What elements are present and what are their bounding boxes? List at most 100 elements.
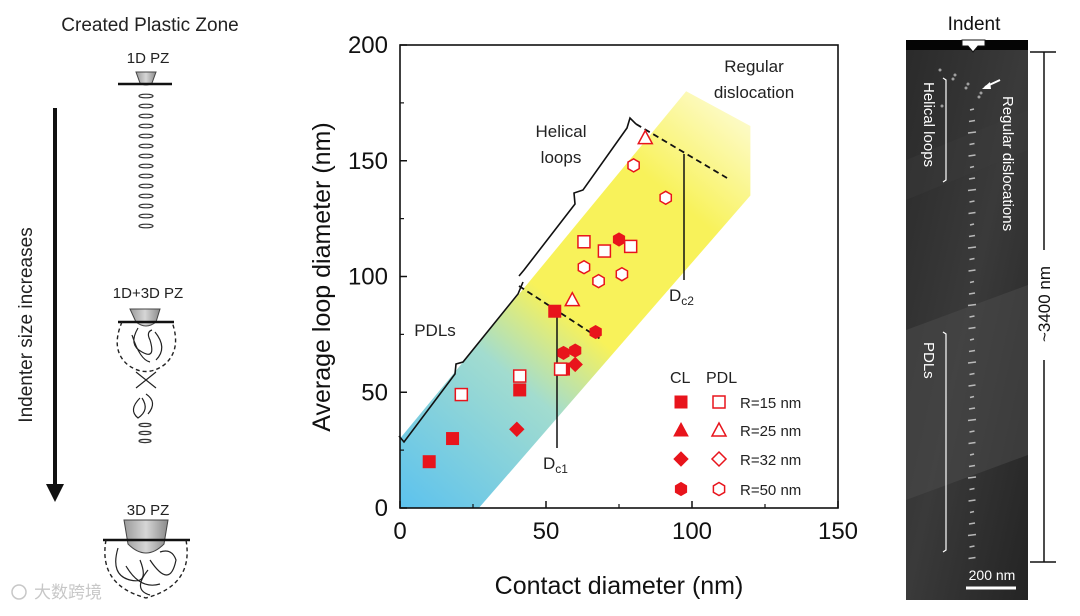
- loop-icon: [138, 173, 154, 179]
- tem-trace: [969, 395, 975, 399]
- loop-icon: [138, 223, 154, 229]
- pdl-hexagon-point: [592, 273, 605, 289]
- tem-trace: [968, 292, 976, 295]
- pdl-square-point: [597, 244, 612, 258]
- cl-square-point: [422, 455, 436, 469]
- legend-r32-label: R=32 nm: [740, 452, 801, 469]
- tem-trace: [969, 200, 975, 203]
- y-tick-label: 100: [348, 264, 388, 291]
- loop-icon: [138, 123, 154, 129]
- tem-speck: [940, 104, 944, 108]
- loop-icon: [138, 193, 154, 199]
- tem-trace: [968, 499, 976, 502]
- pdl-square-point: [577, 235, 591, 249]
- regular-dislocations-label: Regular dislocations: [999, 96, 1016, 231]
- legend-cl-hexagon-marker: [674, 481, 688, 497]
- cl-square-point: [513, 383, 527, 397]
- pdl-hexagon-point: [659, 190, 673, 206]
- indenter-3d: [103, 519, 190, 599]
- dc2-label: Dc2: [669, 286, 694, 308]
- tem-trace: [967, 418, 977, 422]
- legend-r15-label: R=15 nm: [740, 395, 801, 412]
- loop-icon: [138, 143, 154, 149]
- tem-upper-band: [906, 110, 1028, 200]
- loop-icon: [138, 183, 154, 189]
- cl-hexagon-point: [612, 232, 626, 247]
- helical-loops-label: Helical loops: [920, 82, 937, 167]
- tem-trace: [968, 556, 976, 560]
- x-tick-label: 0: [393, 518, 406, 545]
- legend-pdl-hexagon-marker: [712, 481, 726, 497]
- legend-cl-header: CL: [670, 370, 691, 387]
- legend-pdl-diamond-marker: [710, 450, 728, 468]
- tem-trace: [968, 384, 976, 387]
- tem-trace: [969, 510, 975, 514]
- tem-speck: [938, 68, 942, 72]
- tem-trace: [967, 361, 977, 364]
- x-tick-label: 100: [672, 518, 712, 545]
- watermark-logo-icon: [11, 584, 27, 600]
- legend-pdl-square-marker: [712, 395, 726, 409]
- loop-icon: [138, 103, 154, 109]
- y-tick-label: 200: [348, 32, 388, 59]
- tem-trace: [969, 545, 975, 548]
- tem-trace: [969, 165, 975, 169]
- pdl-square-point: [512, 369, 527, 383]
- legend-cl-square-marker: [674, 395, 688, 409]
- stage-1d-label: 1D PZ: [127, 50, 170, 67]
- tem-trace: [969, 223, 975, 226]
- pdl-square-point: [623, 239, 638, 254]
- tem-speck: [951, 77, 955, 81]
- tem-trace: [969, 280, 975, 284]
- y-axis-label: Average loop diameter (nm): [308, 122, 336, 431]
- loop-icon: [138, 163, 154, 169]
- tem-dislocation-traces: [938, 68, 983, 560]
- y-tick-label: 150: [348, 148, 388, 175]
- tem-trace: [968, 119, 976, 123]
- tem-trace: [968, 464, 976, 468]
- loop-icon: [138, 93, 154, 99]
- tem-speck: [979, 91, 983, 95]
- loop-icon: [138, 113, 154, 119]
- pdl-hexagon-point: [577, 259, 591, 275]
- loop-icon: [138, 213, 154, 219]
- indenter-1d3d: [116, 308, 177, 419]
- watermark-text: 大数跨境: [34, 583, 102, 602]
- plastic-zone-schematic: Created Plastic Zone 1D PZ Indenter size…: [16, 15, 239, 599]
- tem-trace: [969, 453, 975, 456]
- loop-icon: [138, 438, 152, 444]
- tem-trace: [969, 142, 975, 146]
- tem-trace: [968, 441, 976, 445]
- x-axis-label: Contact diameter (nm): [495, 572, 744, 600]
- pdl-triangle-point: [637, 129, 654, 145]
- size-increase-arrow: [46, 108, 64, 502]
- tem-speck: [966, 82, 970, 86]
- indent-label: Indent: [948, 14, 1002, 35]
- cl-square-point: [446, 432, 460, 446]
- tem-trace: [967, 246, 977, 249]
- tem-trace: [968, 407, 976, 410]
- watermark: 大数跨境: [11, 583, 102, 602]
- tem-trace: [968, 269, 976, 272]
- cl-hexagon-point: [589, 325, 602, 340]
- loop-icon: [138, 153, 154, 159]
- pdl-bracket: [942, 331, 947, 553]
- pdl-square-point: [454, 387, 469, 402]
- tem-trace: [968, 211, 976, 215]
- legend-cl-triangle-marker: [673, 421, 689, 437]
- cl-diamond-point: [509, 421, 525, 437]
- tem-speck: [964, 86, 968, 90]
- length-dimension: [1030, 51, 1056, 563]
- legend-r25-label: R=25 nm: [740, 423, 801, 440]
- tem-trace: [967, 476, 977, 479]
- cl-hexagon-point: [569, 343, 582, 358]
- tem-trace: [969, 487, 975, 491]
- dislocation-loops-1d: [138, 93, 154, 229]
- chart-legend: CL PDL R=15 nm R=25 nm R=32 nm R=50 nm: [670, 370, 801, 499]
- tem-trace: [969, 108, 975, 111]
- x-tick-label: 50: [533, 518, 560, 545]
- loop-icon: [138, 430, 152, 436]
- region-helical-label-1: Helical: [535, 122, 586, 141]
- region-brackets: [398, 116, 728, 448]
